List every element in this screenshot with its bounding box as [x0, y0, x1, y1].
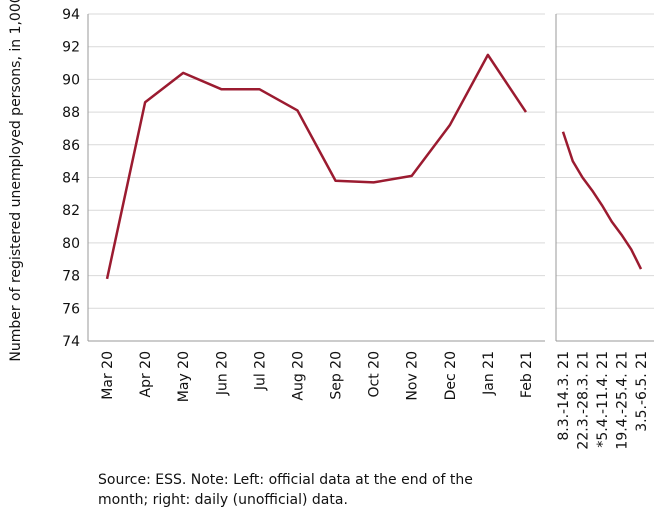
x-tick-label: Nov 20 — [405, 351, 421, 401]
y-tick-label: 78 — [62, 269, 80, 285]
x-tick-label: Feb 21 — [519, 351, 535, 398]
x-tick-label: 19.4.-25.4. 21 — [615, 351, 631, 450]
x-tick-label: 3.5.-6.5. 21 — [634, 351, 650, 432]
y-tick-label: 90 — [62, 72, 80, 88]
x-tick-label: *5.4.-11.4. 21 — [595, 351, 611, 448]
y-tick-label: 88 — [62, 105, 80, 121]
y-tick-label: 76 — [62, 301, 80, 317]
x-tick-label: May 20 — [176, 351, 192, 402]
note: month; right: daily (unofficial) data. — [98, 492, 348, 508]
y-tick-label: 74 — [62, 334, 80, 350]
y-tick-label: 82 — [62, 203, 80, 219]
x-tick-label: Aug 20 — [290, 351, 306, 401]
x-tick-label: Oct 20 — [367, 351, 383, 397]
y-tick-label: 84 — [62, 171, 80, 187]
x-tick-label: Mar 20 — [100, 351, 116, 400]
y-tick-label: 92 — [62, 40, 80, 56]
x-tick-label: Jul 20 — [252, 351, 268, 391]
x-tick-label: Dec 20 — [443, 351, 459, 400]
x-tick-label: 22.3.-28.3. 21 — [576, 351, 592, 450]
y-tick-label: 86 — [62, 138, 80, 154]
y-tick-label: 80 — [62, 236, 80, 252]
y-axis-label: Number of registered unemployed persons,… — [8, 0, 24, 362]
x-tick-label: Jan 21 — [481, 351, 497, 396]
line — [105, 53, 527, 280]
x-tick-label: Jun 20 — [214, 351, 230, 396]
x-tick-label: Apr 20 — [138, 351, 154, 397]
y-tick-label: 94 — [62, 7, 80, 23]
note: Source: ESS. Note: Left: official data a… — [98, 472, 473, 488]
x-tick-label: Sep 20 — [329, 351, 345, 400]
x-tick-label: 8.3.-14.3. 21 — [556, 351, 572, 441]
line — [561, 131, 643, 270]
